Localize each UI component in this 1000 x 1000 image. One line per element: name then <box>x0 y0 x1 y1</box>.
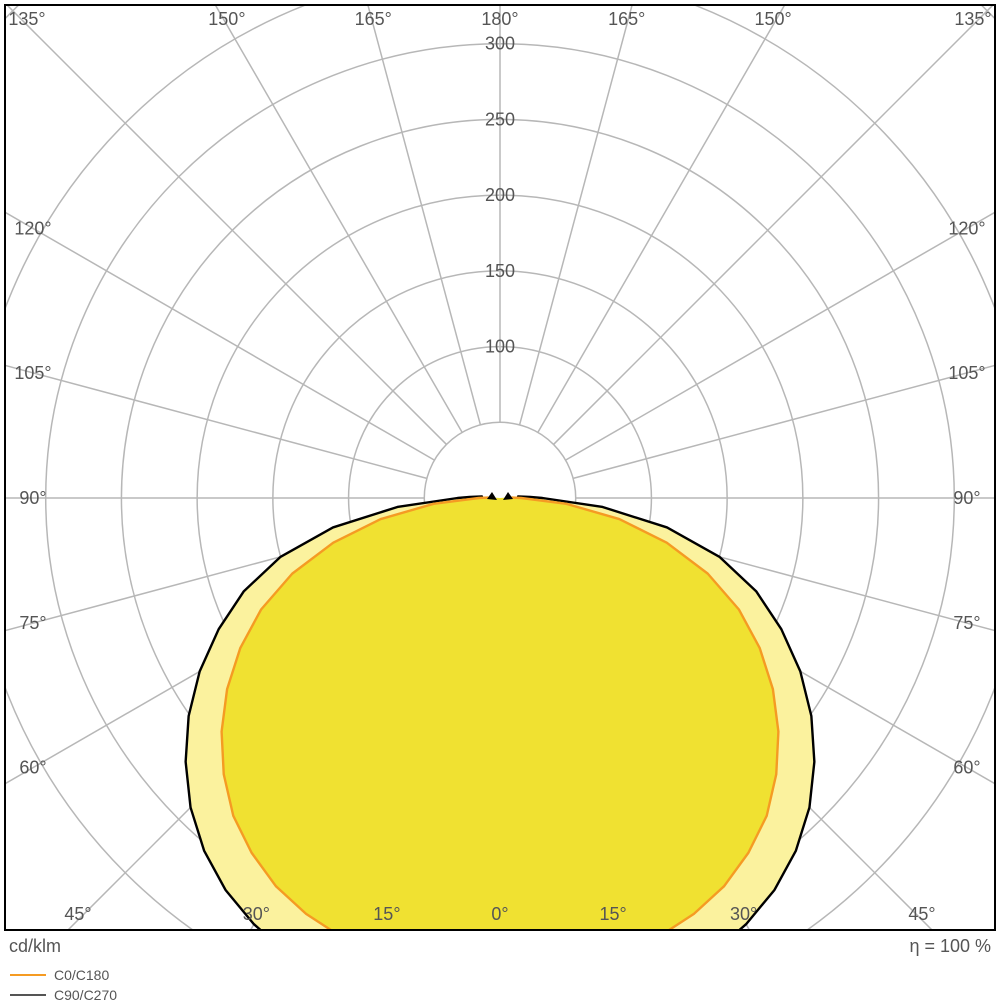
radial-tick-label: 200 <box>485 185 515 205</box>
angle-label-bottom: 0° <box>491 904 508 924</box>
angle-label-top: 150° <box>208 9 245 29</box>
radial-tick-label: 250 <box>485 109 515 129</box>
angle-label-left: 60° <box>19 758 46 778</box>
angle-label-bottom: 45° <box>64 904 91 924</box>
radial-tick-label: 100 <box>485 337 515 357</box>
series-fill <box>222 498 779 974</box>
radial-tick-label: 300 <box>485 34 515 54</box>
angle-label-right: 120° <box>948 218 985 238</box>
angle-label-left: 120° <box>14 218 51 238</box>
angle-label-right: 75° <box>953 613 980 633</box>
angle-label-bottom: 15° <box>373 904 400 924</box>
angle-label-top: 135° <box>954 9 991 29</box>
angle-label-top: 135° <box>8 9 45 29</box>
angle-label-top: 165° <box>608 9 645 29</box>
angle-label-bottom: 45° <box>908 904 935 924</box>
angle-label-top: 180° <box>481 9 518 29</box>
angle-label-left: 90° <box>19 488 46 508</box>
angle-label-top: 165° <box>355 9 392 29</box>
legend-label: C0/C180 <box>54 967 109 983</box>
legend-label: C90/C270 <box>54 987 117 1000</box>
angle-label-left: 75° <box>19 613 46 633</box>
angle-label-bottom: 30° <box>243 904 270 924</box>
angle-label-right: 105° <box>948 363 985 383</box>
angle-label-left: 105° <box>14 363 51 383</box>
angle-label-top: 150° <box>754 9 791 29</box>
angle-label-right: 60° <box>953 758 980 778</box>
y-unit-label: cd/klm <box>9 936 61 956</box>
eta-label: η = 100 % <box>909 936 991 956</box>
angle-label-bottom: 30° <box>730 904 757 924</box>
polar-chart: 100 150 200 250 300 135° 150° 165° 180° 165° 150° 1… <box>0 0 1000 1000</box>
angle-label-right: 90° <box>953 488 980 508</box>
radial-tick-label: 150 <box>485 261 515 281</box>
angle-label-bottom: 15° <box>599 904 626 924</box>
